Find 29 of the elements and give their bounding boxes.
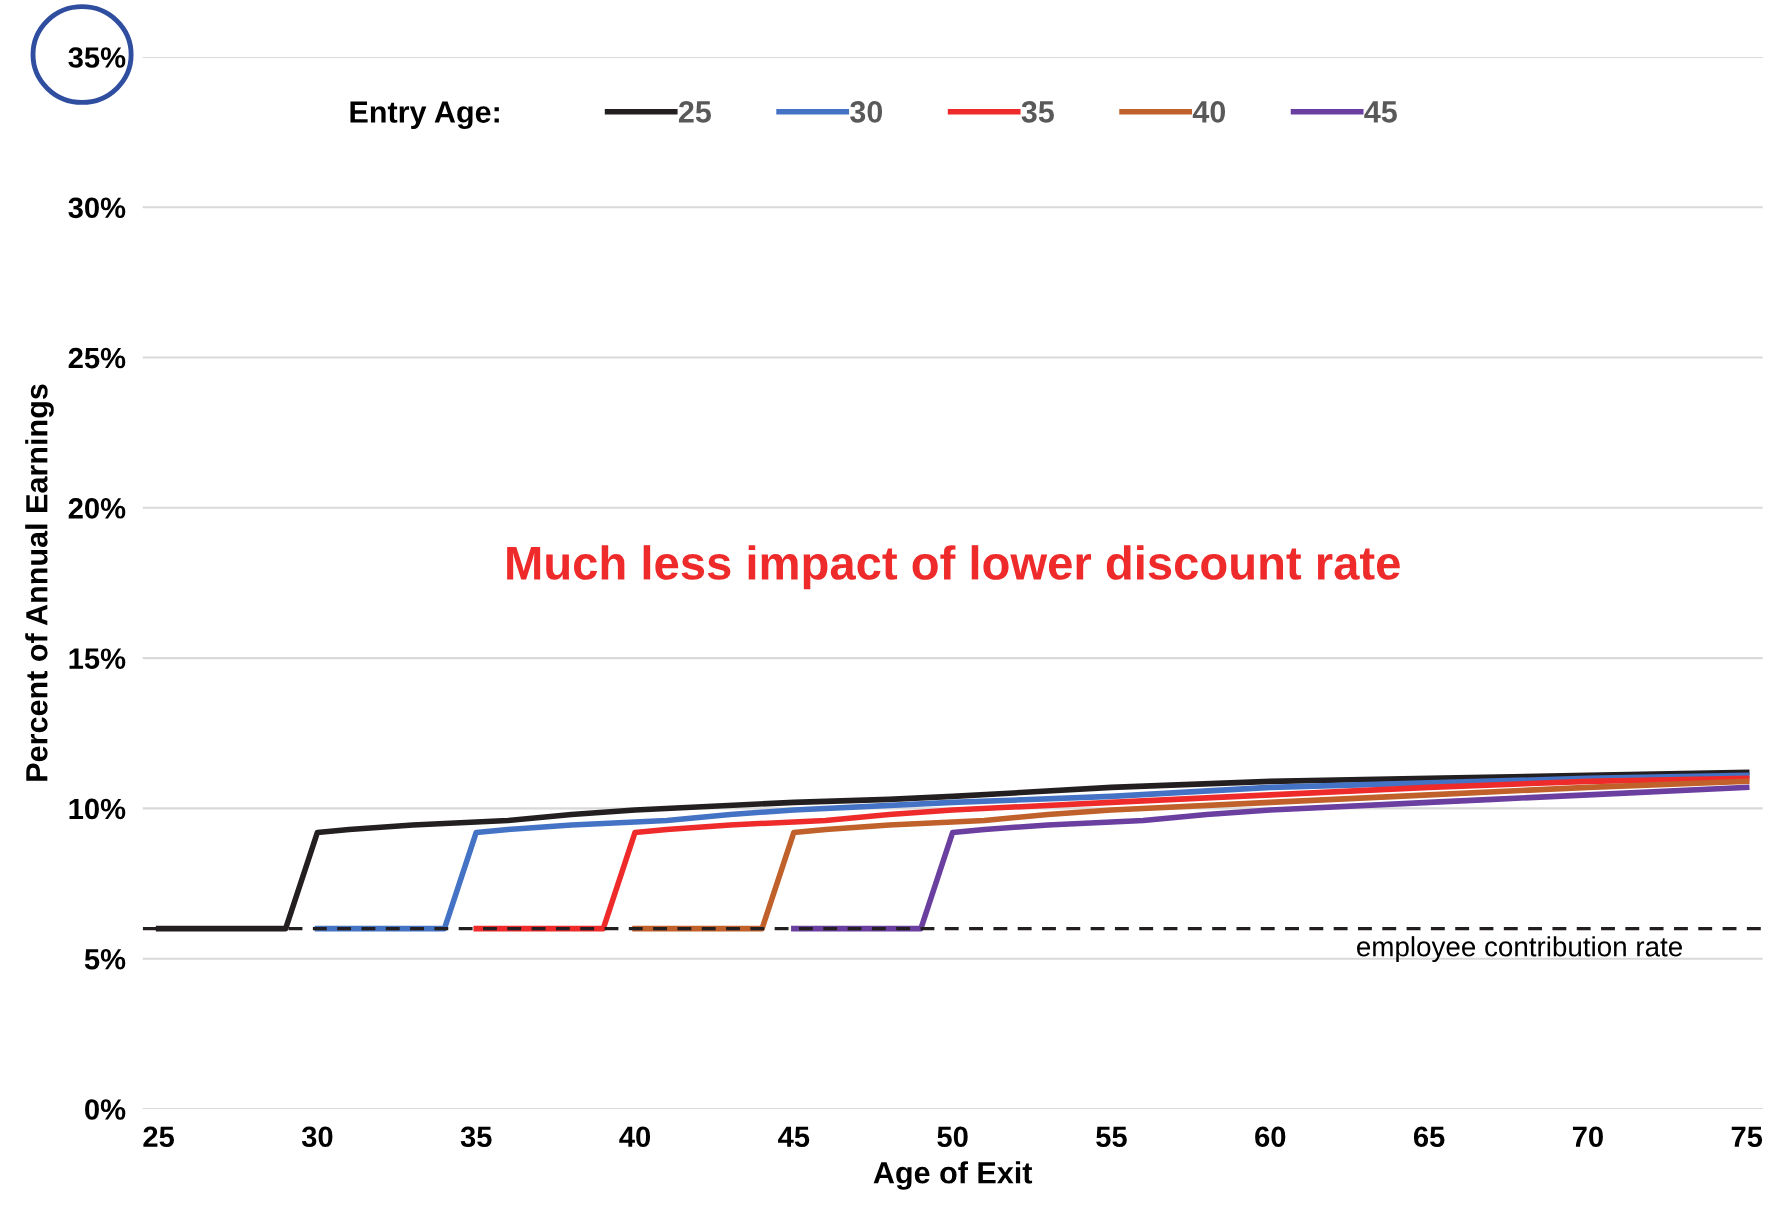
y-tick-label: 30%	[68, 197, 126, 219]
y-tick-label: 35%	[68, 47, 126, 68]
legend-label: 30	[850, 101, 883, 123]
ref-line-label: employee contribution rate	[1357, 936, 1682, 963]
legend-title: Entry Age:	[350, 101, 499, 130]
y-axis-title: Percent of Annual Earnings	[25, 384, 54, 781]
x-tick-label: 40	[619, 1126, 651, 1148]
x-tick-label: 55	[1096, 1126, 1127, 1148]
legend-label: 25	[678, 101, 711, 123]
x-tick-label: 60	[1255, 1126, 1286, 1148]
legend-label: 45	[1364, 101, 1397, 123]
x-tick-label: 30	[301, 1126, 333, 1148]
y-tick-label: 25%	[68, 347, 126, 369]
legend-label: 35	[1021, 101, 1054, 123]
x-tick-label: 75	[1731, 1126, 1763, 1148]
annotation: Much less impact of lower discount rate	[507, 545, 1400, 590]
y-tick-label: 5%	[84, 948, 126, 970]
x-tick-label: 35	[460, 1126, 492, 1148]
y-tick-label: 10%	[69, 798, 126, 820]
x-axis-title: Age of Exit	[873, 1161, 1033, 1190]
x-tick-label: 50	[937, 1126, 968, 1148]
y-tick-label: 0%	[85, 1099, 126, 1120]
x-tick-label: 45	[778, 1126, 810, 1148]
legend-label: 40	[1192, 101, 1226, 123]
y-tick-label: 20%	[68, 498, 126, 519]
x-tick-label: 70	[1572, 1126, 1603, 1148]
x-tick-label: 25	[143, 1126, 175, 1148]
x-tick-label: 65	[1413, 1126, 1445, 1148]
y-tick-label: 15%	[69, 648, 126, 669]
